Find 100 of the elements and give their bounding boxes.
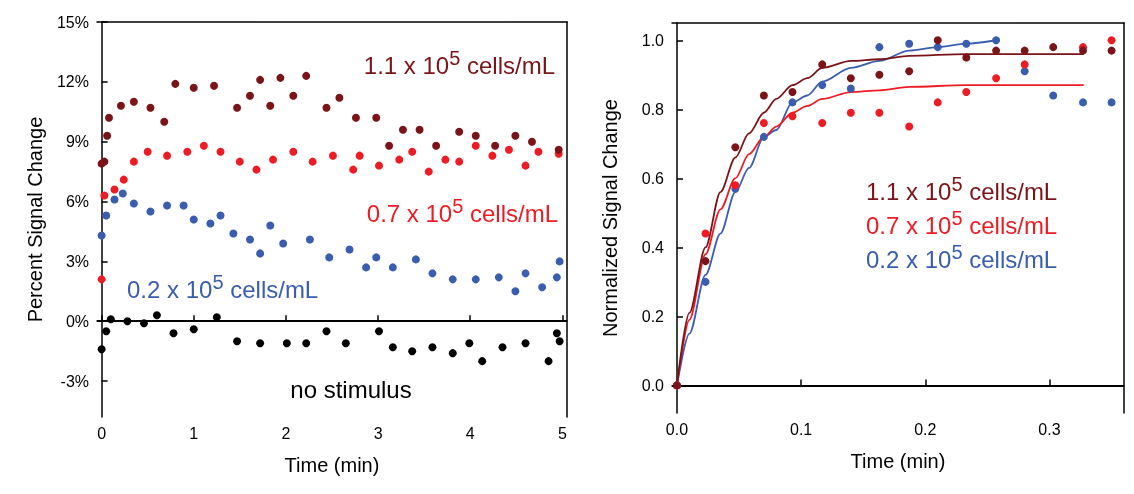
point: [183, 147, 192, 156]
x-tick-label: 2: [281, 424, 291, 442]
point: [788, 112, 797, 121]
point: [1020, 67, 1029, 76]
y-tick-label: 0.4: [641, 238, 665, 256]
point: [252, 165, 261, 174]
x-tick-label: 0.0: [665, 420, 689, 438]
point: [552, 273, 561, 282]
point: [189, 215, 198, 224]
point: [408, 347, 417, 356]
point: [143, 147, 152, 156]
point: [276, 73, 285, 82]
point: [818, 119, 827, 128]
y-tick-label: 12%: [56, 73, 89, 91]
point: [179, 201, 188, 210]
point: [905, 67, 914, 76]
point: [375, 327, 383, 336]
point: [129, 199, 138, 208]
point: [455, 157, 464, 166]
point: [875, 70, 884, 79]
point: [731, 143, 740, 152]
point: [498, 343, 507, 352]
point: [491, 141, 500, 150]
point: [1049, 91, 1058, 100]
point: [245, 91, 254, 100]
point: [308, 157, 317, 166]
y-axis-title: Normalized Signal Change: [599, 99, 621, 337]
point: [97, 345, 106, 354]
point: [465, 339, 474, 348]
point: [1079, 98, 1088, 107]
point: [129, 157, 138, 166]
point: [104, 113, 113, 122]
point: [345, 245, 354, 254]
point: [905, 39, 914, 48]
point: [146, 207, 155, 216]
x-tick-label: 5: [557, 424, 567, 442]
point: [282, 339, 291, 348]
text: 1.1 x 10$^{5}$ cells/mL: [866, 172, 1058, 206]
series-label: 1.1 x 10$^{5}$ cells/mL: [363, 46, 555, 80]
y-tick-label: 0.8: [641, 100, 665, 118]
point: [322, 103, 331, 112]
point: [302, 339, 311, 348]
point: [355, 151, 364, 160]
point: [432, 141, 441, 150]
point: [788, 88, 797, 97]
x-axis-title: Time (min): [850, 450, 946, 472]
series-label: no stimulus: [290, 376, 412, 404]
point: [216, 147, 225, 156]
point: [424, 167, 433, 176]
point: [171, 79, 180, 88]
point: [527, 137, 536, 146]
point: [398, 125, 407, 134]
point: [269, 155, 278, 164]
point: [1020, 46, 1029, 55]
point: [818, 60, 827, 69]
y-tick-label: 0.6: [641, 169, 665, 187]
point: [992, 74, 1001, 83]
point: [759, 91, 768, 100]
point: [521, 161, 530, 170]
point: [102, 211, 111, 220]
point: [233, 103, 242, 112]
point: [289, 91, 298, 100]
point: [471, 275, 480, 284]
point: [325, 253, 334, 262]
series-label: 0.7 x 10$^{5}$ cells/mL: [366, 194, 558, 228]
point: [256, 75, 265, 84]
point: [441, 155, 450, 164]
y-tick-label: 3%: [65, 252, 89, 270]
point: [701, 257, 710, 266]
point: [351, 113, 360, 122]
point: [544, 357, 553, 366]
point: [189, 83, 198, 92]
point: [328, 151, 337, 160]
x-tick-label: 0.1: [790, 420, 813, 438]
point: [818, 81, 827, 90]
point: [256, 249, 265, 258]
point: [349, 165, 358, 174]
point: [279, 239, 288, 248]
point: [118, 189, 127, 198]
point: [110, 195, 119, 204]
point: [1107, 46, 1116, 55]
point: [933, 36, 942, 45]
point: [962, 53, 971, 62]
point: [933, 43, 942, 52]
text: 0.7 x 10$^{5}$ cells/mL: [866, 206, 1058, 240]
point: [448, 275, 457, 284]
point: [411, 255, 420, 264]
point: [521, 269, 530, 278]
point: [97, 275, 106, 284]
point: [289, 147, 298, 156]
series-label: 0.2 x 10$^{5}$ cells/mL: [127, 270, 319, 304]
point: [229, 229, 238, 238]
point: [146, 103, 155, 112]
point: [471, 131, 480, 140]
y-tick-label: 15%: [56, 13, 89, 31]
point: [701, 229, 710, 238]
point: [701, 277, 710, 286]
point: [1107, 98, 1116, 107]
point: [395, 155, 404, 164]
point: [408, 147, 417, 156]
